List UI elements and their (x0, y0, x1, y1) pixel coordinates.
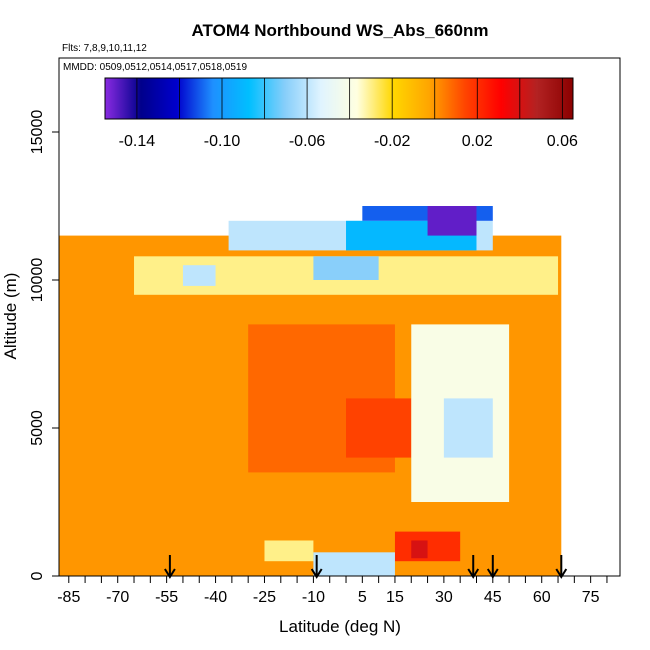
x-tick-label: 75 (582, 589, 600, 606)
colorbar-tick-label: 0.06 (547, 133, 578, 150)
x-tick-label: 45 (484, 589, 502, 606)
y-axis-label: Altitude (m) (1, 273, 20, 360)
x-tick-label: -55 (155, 589, 178, 606)
x-tick-label: -40 (204, 589, 227, 606)
flight-arrow (164, 555, 176, 579)
heatmap-region-2 (346, 398, 412, 458)
heatmap-region-11 (313, 256, 379, 280)
flight-arrow (310, 555, 323, 579)
chart-subtitle-dates: MMDD: 0509,0512,0514,0517,0518,0519 (63, 62, 247, 73)
chart-title: ATOM4 Northbound WS_Abs_660nm (192, 21, 489, 40)
x-tick-label: -85 (57, 589, 80, 606)
x-tick-label: -70 (106, 589, 129, 606)
colorbar: -0.14 -0.10 -0.06 -0.02 0.02 0.06 (104, 77, 578, 150)
colorbar-tick-label: -0.06 (289, 133, 326, 150)
heatmap-region-4 (443, 398, 493, 458)
x-tick-label: 5 (358, 589, 367, 606)
y-tick-label: 10000 (29, 258, 46, 303)
axes: -85 -70 -55 -40 -25 -10 5 15 30 45 60 75 0 5000 10000 1… (29, 57, 621, 606)
colorbar-tick-label: 0.02 (462, 133, 493, 150)
colorbar-tick-label: -0.10 (204, 133, 241, 150)
x-tick-label: 15 (386, 589, 404, 606)
heatmap-region-8 (313, 552, 395, 576)
heatmap-region-15 (427, 206, 477, 236)
heatmap-region-6 (411, 540, 428, 559)
flight-arrow (555, 555, 568, 579)
colorbar-bar (104, 77, 574, 120)
y-tick-label: 15000 (29, 110, 46, 155)
x-axis-label: Latitude (deg N) (279, 617, 401, 636)
chart-subtitle-flights: Flts: 7,8,9,10,11,12 (62, 43, 147, 54)
colorbar-tick-label: -0.14 (119, 133, 156, 150)
heatmap-area (59, 206, 562, 576)
heatmap-region-10 (182, 265, 216, 286)
y-tick-label: 0 (29, 571, 46, 580)
x-tick-label: 30 (435, 589, 453, 606)
x-tick-label: -10 (302, 589, 325, 606)
x-tick-label: -25 (253, 589, 276, 606)
colorbar-tick-label: -0.02 (374, 133, 411, 150)
y-tick-label: 5000 (29, 410, 46, 446)
heatmap-region-7 (264, 540, 314, 562)
x-tick-label: 60 (533, 589, 551, 606)
plot-frame (58, 57, 621, 577)
flight-arrow (467, 555, 480, 579)
